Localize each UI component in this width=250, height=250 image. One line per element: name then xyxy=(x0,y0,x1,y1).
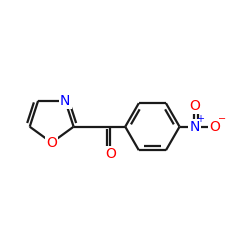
Text: O: O xyxy=(105,147,116,161)
Text: −: − xyxy=(218,114,226,124)
Text: O: O xyxy=(189,99,200,113)
Text: O: O xyxy=(210,120,220,134)
Text: N: N xyxy=(189,120,200,134)
Text: O: O xyxy=(46,136,57,150)
Text: N: N xyxy=(60,94,70,108)
Text: +: + xyxy=(196,114,204,124)
